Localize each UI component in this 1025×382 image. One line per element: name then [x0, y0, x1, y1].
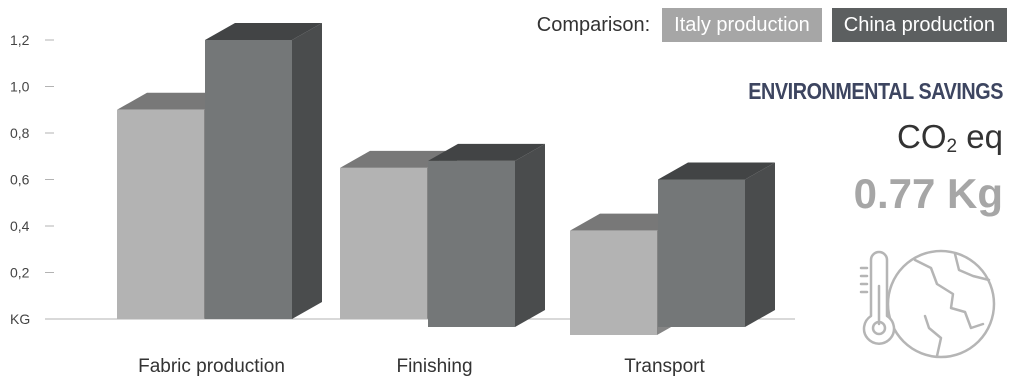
savings-panel: ENVIRONMENTAL SAVINGS CO2 eq 0.77 Kg: [643, 78, 1003, 217]
legend-item-italy: Italy production: [662, 8, 822, 42]
legend: Comparison: Italy production China produ…: [537, 8, 1007, 42]
co2-subscript: 2: [946, 136, 958, 157]
bars: [117, 23, 775, 335]
y-tick-label: 0,8: [10, 125, 30, 141]
panel-title: ENVIRONMENTAL SAVINGS: [748, 78, 1003, 104]
legend-item-china: China production: [831, 8, 1007, 42]
bar-china-production-2: [658, 162, 775, 327]
y-axis-unit-label: KG: [10, 311, 30, 327]
bar-china-production-0: [205, 23, 322, 319]
legend-title: Comparison:: [536, 13, 651, 36]
y-tick-label: 1,0: [10, 79, 30, 95]
y-tick-label: 1,2: [10, 32, 30, 48]
savings-value: 0.77 Kg: [853, 170, 1003, 217]
y-tick-label: 0,2: [10, 265, 30, 281]
co2-suffix: eq: [957, 118, 1003, 155]
co2-label: CO2 eq: [643, 119, 1003, 165]
category-label: Fabric production: [138, 356, 285, 377]
y-tick-label: 0,4: [10, 218, 30, 234]
category-label: Finishing: [396, 356, 472, 377]
bar-chart: KG 0,2 0,4 0,6 0,8 1,0 1,2 Fabric production Fi…: [10, 23, 795, 377]
y-tick-label: 0,6: [10, 172, 30, 188]
category-label: Transport: [624, 356, 705, 377]
co2-prefix: CO: [897, 118, 947, 155]
bar-china-production-1: [428, 143, 545, 327]
thermometer-globe-icon: [859, 249, 996, 359]
category-labels: Fabric production Finishing Transport: [138, 356, 705, 377]
